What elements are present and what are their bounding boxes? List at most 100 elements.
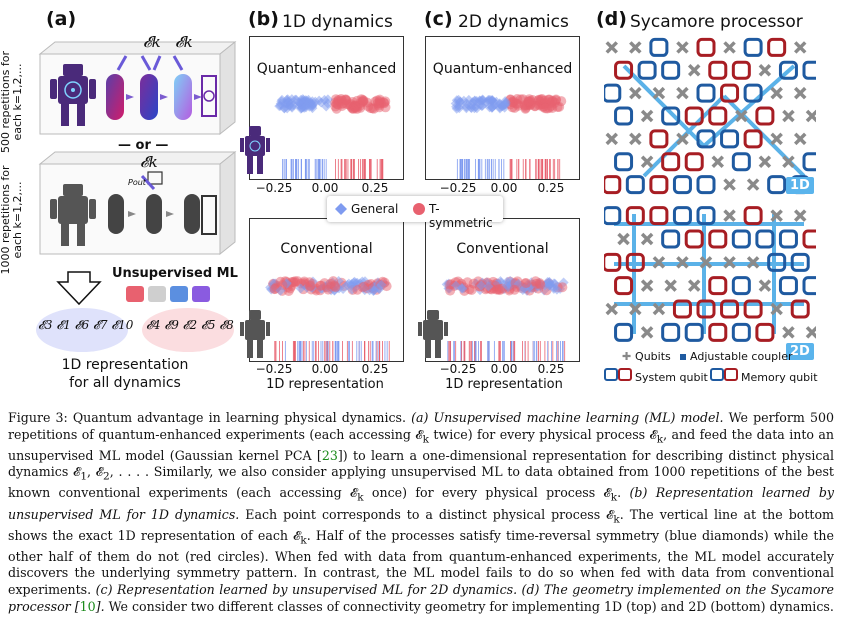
tsym-point [357, 95, 368, 106]
tsym-point [462, 277, 473, 288]
memory-qubit [743, 299, 763, 319]
qubit-cross [793, 41, 807, 54]
system-qubit [696, 206, 716, 226]
qubit-cross [617, 232, 630, 246]
memory-qubit [708, 322, 728, 342]
qubit-cross [805, 109, 816, 123]
pout-label: Pout [128, 178, 146, 187]
qubit-cross [746, 256, 760, 269]
system-qubit [661, 60, 681, 80]
b-quantum-plot: Quantum-enhanced [249, 36, 404, 180]
system-qubit [790, 252, 810, 272]
tsym-point [292, 276, 303, 287]
memory-qubit [696, 299, 716, 319]
memory-qubit [684, 152, 704, 172]
system-qubit [743, 83, 763, 103]
qubit-cross [782, 326, 795, 339]
qubit-cross [723, 41, 736, 54]
memory-qubit [767, 37, 787, 57]
system-qubit [614, 322, 634, 342]
c-bot-tick-1: −0.25 [439, 362, 477, 376]
quantum-experiment-box [38, 40, 237, 136]
general-point [475, 95, 486, 106]
tsym-point [376, 97, 387, 108]
legend-system: System qubit [604, 368, 708, 384]
cluster-left: 𝓔3 𝓔1 𝓔6 𝓔7 𝓔10 [38, 318, 134, 332]
general-point [544, 279, 555, 290]
b-bot-tick-1: −0.25 [255, 362, 293, 376]
tsym-point [547, 96, 558, 107]
general-point [321, 101, 332, 112]
general-point [369, 284, 380, 295]
qubit-cross [770, 86, 783, 100]
conventional-experiment-box [38, 150, 237, 256]
memory-qubit [696, 37, 716, 57]
general-point [343, 278, 354, 289]
memory-qubit [755, 322, 775, 342]
general-point [489, 100, 500, 111]
sycamore-2d-grid [604, 206, 816, 342]
coupling-path [702, 64, 796, 148]
coupling-path [622, 64, 706, 148]
panel-d-title: Sycamore processor [630, 12, 803, 32]
robot-icon-quantum [240, 126, 270, 174]
qubit-cross [805, 326, 816, 339]
qubit-cross [605, 132, 619, 146]
memory-qubit [790, 299, 810, 319]
qubit-cross [770, 302, 783, 316]
memory-qubit [625, 206, 645, 226]
panel-c-letter: (c) [424, 8, 453, 30]
qubit-cross [758, 155, 772, 168]
memory-qubit [625, 252, 645, 272]
or-text: — or — [118, 138, 169, 153]
tsym-point [304, 277, 315, 288]
general-point [476, 280, 487, 291]
qubit-cross [782, 155, 795, 168]
general-point [455, 97, 466, 108]
c-top-tick-2: 0.00 [490, 181, 518, 195]
general-point [275, 98, 286, 109]
general-point [295, 283, 306, 294]
panel-a-diagram [36, 40, 237, 352]
qubit-cross [629, 41, 642, 54]
memory-qubit [649, 206, 669, 226]
c-conventional-plot: Conventional [425, 218, 580, 362]
qubit-cross [793, 209, 807, 222]
legend-qubits: ✚ Qubits [622, 350, 671, 363]
legend: General T-symmetric [327, 196, 503, 230]
system-qubit [661, 106, 681, 126]
general-point [307, 100, 318, 111]
memory-qubit [708, 276, 728, 296]
system-qubit [731, 322, 751, 342]
general-point [483, 281, 494, 292]
memory-qubit [614, 276, 634, 296]
memory-qubit [743, 206, 763, 226]
legend-memory: Memory qubit [710, 368, 818, 384]
ek-label-1: 𝓔k [143, 33, 161, 51]
legend-tsym: T-symmetric [429, 202, 493, 230]
tsym-point [340, 94, 351, 105]
system-qubit [684, 322, 704, 342]
system-qubit [731, 152, 751, 172]
general-point [450, 98, 461, 109]
system-qubit [778, 276, 798, 296]
general-point [461, 103, 472, 114]
qubit-cross [640, 326, 654, 339]
qubit-cross [640, 279, 654, 292]
memory-qubit [743, 129, 763, 149]
tsym-point [359, 281, 370, 292]
badge-1d: 1D [786, 177, 814, 194]
system-qubit [743, 37, 763, 57]
qubit-cross [723, 209, 736, 222]
qubit-cross [770, 209, 783, 222]
b-top-tick-2: 0.00 [311, 181, 339, 195]
panel-b-letter: (b) [248, 8, 279, 30]
system-qubit [614, 106, 634, 126]
system-qubit [755, 229, 775, 249]
rep-title: 1D representation for all dynamics [61, 357, 189, 391]
qubit-cross [711, 155, 725, 168]
general-point [338, 283, 349, 294]
c-bot-tick-2: 0.00 [490, 362, 518, 376]
qubit-cross [629, 302, 642, 316]
general-point [485, 95, 496, 106]
